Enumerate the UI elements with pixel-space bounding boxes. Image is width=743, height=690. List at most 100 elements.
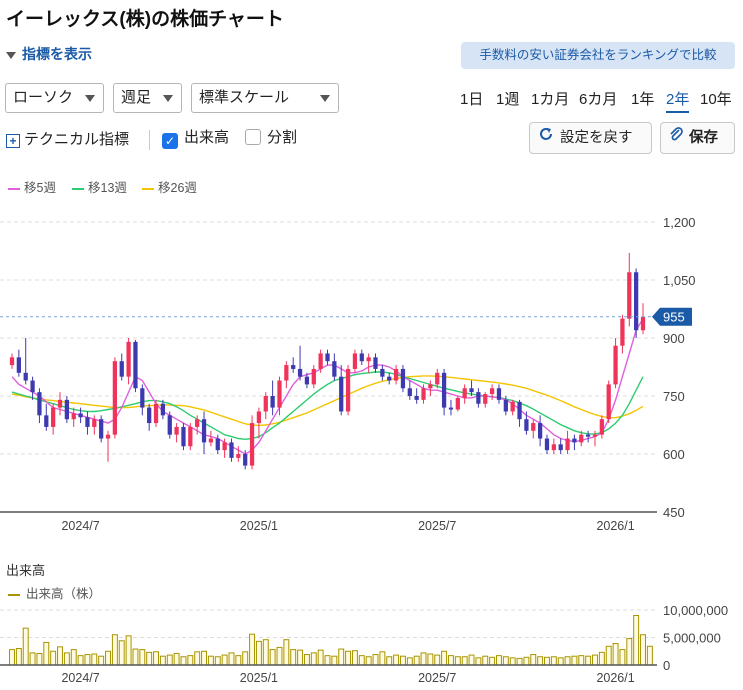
volume-bar [255,640,262,666]
candle-body [304,376,310,385]
volume-bar [502,656,509,666]
period-tab-1d[interactable]: 1日 [460,91,484,108]
volume-bar [475,657,482,666]
volume-bar [132,648,139,666]
technical-indicator-toggle[interactable]: + テクニカル指標 [6,128,129,149]
volume-section-title: 出来高 [6,563,46,578]
candle [448,399,454,416]
volume-bar [194,651,201,666]
candle-body [51,407,56,427]
volume-bar [173,652,180,666]
candle [503,396,508,416]
interval-select[interactable]: 週足 [113,83,182,113]
candle [153,399,159,427]
legend-swatch [8,187,20,190]
candle-body [592,434,598,437]
volume-bar [393,654,400,666]
candle [263,392,268,420]
candle-body [147,407,152,424]
volume-bar [77,655,84,666]
candle-body [291,365,296,369]
split-checkbox[interactable]: 分割 [245,126,297,147]
volume-bar [324,655,331,666]
candle [188,423,193,451]
period-tab-1y[interactable]: 1年 [631,91,655,108]
candle-body [627,272,632,319]
candle-body [23,372,28,381]
volume-bar [605,645,612,666]
volume-bar [118,640,125,666]
candle [44,403,49,431]
save-button[interactable]: 保存 [660,122,735,154]
ma13-line [11,371,644,441]
volume-bar [166,654,173,666]
candle [167,411,172,439]
candle [112,357,118,439]
candle [339,365,344,416]
candle-body [71,413,76,420]
candle-body [345,368,351,412]
candle [249,415,255,470]
candle [496,384,502,404]
last-price-tag [652,307,692,326]
candle-body [544,438,550,451]
candle-body [462,388,467,398]
broker-ranking-link[interactable]: 手数料の安い証券会社をランキングで比較 [461,42,735,69]
candle [407,380,412,400]
candle [229,438,234,462]
reset-settings-button[interactable]: 設定を戻す [529,122,652,154]
volume-bar [9,649,15,666]
legend-swatch [142,187,154,190]
candle-body [160,403,166,416]
volume-bar [249,633,256,666]
volume-bar [461,656,468,666]
volume-checkbox[interactable]: ✓ 出来高 [162,126,229,149]
y-tick-label: 5,000,000 [663,631,721,646]
candle [455,396,460,412]
volume-bar [153,651,160,666]
candle [572,434,577,451]
period-tab-1m[interactable]: 1カ月 [531,91,570,108]
candle-body [565,438,570,451]
period-tab-6m[interactable]: 6カ月 [579,91,618,108]
candle [304,372,310,389]
period-tab-1w[interactable]: 1週 [496,91,520,108]
volume-bar [640,634,646,666]
indicator-toggle[interactable]: 指標を表示 [6,44,92,64]
candle-body [421,388,426,400]
candle [462,384,467,404]
volume-bar [235,655,242,666]
period-tab-2y[interactable]: 2年 [666,88,690,113]
candle-body [455,397,460,410]
volume-bar [420,652,427,666]
caret-down-icon [320,95,330,102]
candle-body [387,376,392,381]
price-chart[interactable]: 1,200 1,050 900 750 600 450 2024/7 2025/1 2025/… [0,200,743,530]
candle [126,338,131,385]
candle-body [352,353,358,369]
candle [236,446,241,462]
volume-chart[interactable]: 10,000,000 5,000,000 0 2024/7 2025/1 2025/7 2… [0,598,743,690]
candle [208,430,214,447]
candle [613,338,618,389]
volume-bar [564,656,571,666]
candle-body [620,318,625,346]
candle-body [263,396,268,412]
chart-type-select[interactable]: ローソク [5,83,104,113]
candle [78,407,83,424]
candle [510,399,515,416]
volume-bar [70,649,77,666]
volume-bar [207,655,214,666]
volume-bar [84,654,91,666]
candle [373,353,378,373]
plus-icon: + [6,134,20,148]
volume-bar [303,654,310,666]
volume-bar [509,657,516,666]
candle [380,365,385,381]
volume-bar [646,645,653,666]
period-tab-10y[interactable]: 10年 [700,91,732,108]
scale-value: 標準スケール [199,89,290,106]
triangle-down-icon [6,51,16,59]
candle-body [359,353,364,362]
scale-select[interactable]: 標準スケール [191,83,339,113]
